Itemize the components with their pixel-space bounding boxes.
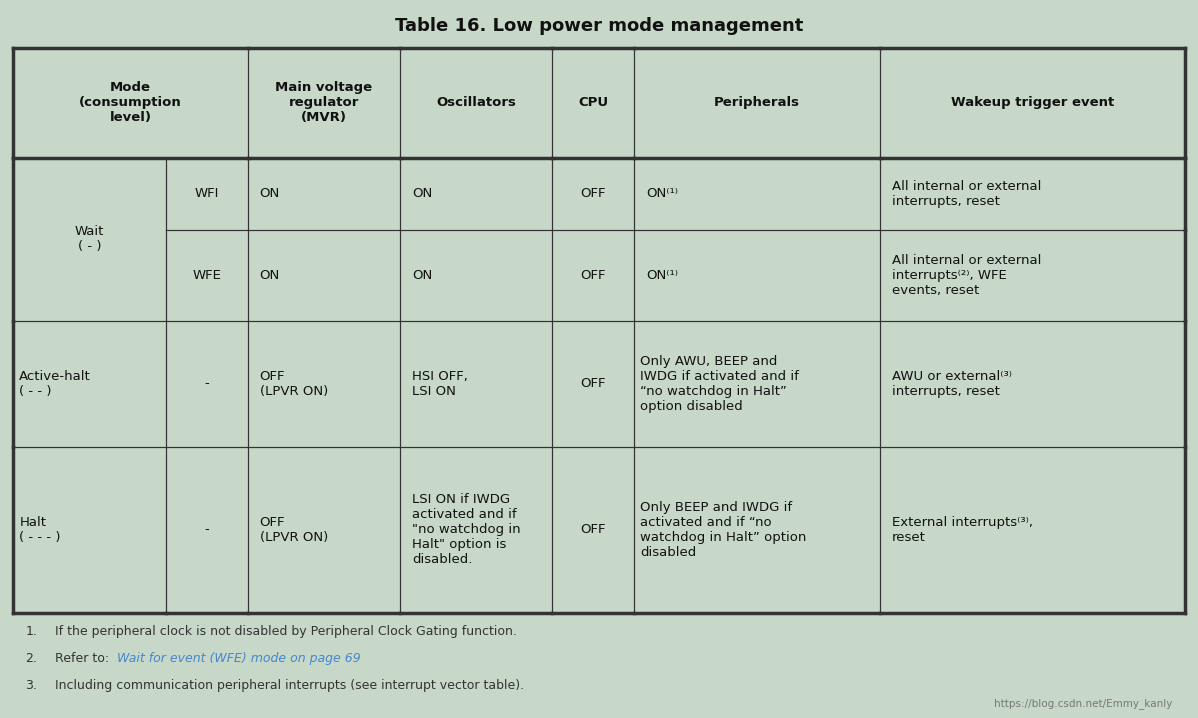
Text: 3.: 3.: [25, 679, 37, 692]
Text: Only AWU, BEEP and
IWDG if activated and if
“no watchdog in Halt”
option disable: Only AWU, BEEP and IWDG if activated and…: [640, 355, 799, 413]
Text: Wakeup trigger event: Wakeup trigger event: [951, 96, 1114, 109]
Bar: [165, 158, 248, 230]
Text: 1.: 1.: [25, 625, 37, 638]
Text: 2.: 2.: [25, 652, 37, 666]
Text: All internal or external
interrupts, reset: All internal or external interrupts, res…: [893, 180, 1041, 208]
Text: All internal or external
interrupts⁽²⁾, WFE
events, reset: All internal or external interrupts⁽²⁾, …: [893, 254, 1041, 297]
Bar: [13, 321, 165, 447]
Text: OFF
(LPVR ON): OFF (LPVR ON): [260, 516, 328, 544]
Text: ON: ON: [412, 269, 432, 282]
Text: Wait for event (WFE) mode on page 69: Wait for event (WFE) mode on page 69: [117, 652, 361, 666]
Text: OFF: OFF: [580, 523, 606, 536]
Text: Main voltage
regulator
(MVR): Main voltage regulator (MVR): [276, 81, 373, 124]
Text: OFF
(LPVR ON): OFF (LPVR ON): [260, 370, 328, 398]
Bar: [552, 321, 634, 447]
Bar: [248, 321, 400, 447]
Text: AWU or external⁽³⁾
interrupts, reset: AWU or external⁽³⁾ interrupts, reset: [893, 370, 1012, 398]
Bar: [634, 230, 881, 321]
Text: Mode
(consumption
level): Mode (consumption level): [79, 81, 182, 124]
Bar: [634, 48, 881, 158]
Text: WFE: WFE: [192, 269, 222, 282]
Bar: [13, 158, 165, 321]
Text: WFI: WFI: [194, 187, 219, 200]
Bar: [881, 447, 1185, 613]
Text: OFF: OFF: [580, 187, 606, 200]
Text: ON: ON: [260, 187, 280, 200]
Bar: [400, 158, 552, 230]
Bar: [400, 48, 552, 158]
Text: Oscillators: Oscillators: [436, 96, 516, 109]
Bar: [165, 230, 248, 321]
Bar: [881, 48, 1185, 158]
Text: HSI OFF,
LSI ON: HSI OFF, LSI ON: [412, 370, 467, 398]
Bar: [13, 447, 165, 613]
Text: ON: ON: [412, 187, 432, 200]
Bar: [552, 48, 634, 158]
Text: Table 16. Low power mode management: Table 16. Low power mode management: [395, 17, 803, 35]
Bar: [552, 447, 634, 613]
Text: ON⁽¹⁾: ON⁽¹⁾: [646, 187, 678, 200]
Text: Only BEEP and IWDG if
activated and if “no
watchdog in Halt” option
disabled: Only BEEP and IWDG if activated and if “…: [640, 500, 806, 559]
Bar: [165, 321, 248, 447]
Bar: [634, 158, 881, 230]
Bar: [634, 447, 881, 613]
Text: Wait
( - ): Wait ( - ): [74, 225, 104, 253]
Bar: [634, 321, 881, 447]
Text: ON: ON: [260, 269, 280, 282]
Bar: [881, 158, 1185, 230]
Text: LSI ON if IWDG
activated and if
"no watchdog in
Halt" option is
disabled.: LSI ON if IWDG activated and if "no watc…: [412, 493, 520, 567]
Text: Refer to:: Refer to:: [55, 652, 114, 666]
Bar: [400, 230, 552, 321]
Bar: [552, 158, 634, 230]
Bar: [400, 447, 552, 613]
Text: External interrupts⁽³⁾,
reset: External interrupts⁽³⁾, reset: [893, 516, 1033, 544]
Bar: [248, 158, 400, 230]
Text: https://blog.csdn.net/Emmy_kanly: https://blog.csdn.net/Emmy_kanly: [994, 699, 1173, 709]
Text: Halt
( - - - ): Halt ( - - - ): [19, 516, 61, 544]
Bar: [165, 447, 248, 613]
Text: ON⁽¹⁾: ON⁽¹⁾: [646, 269, 678, 282]
Text: -: -: [204, 377, 208, 391]
Bar: [881, 321, 1185, 447]
Text: Peripherals: Peripherals: [714, 96, 800, 109]
Text: If the peripheral clock is not disabled by Peripheral Clock Gating function.: If the peripheral clock is not disabled …: [55, 625, 518, 638]
Text: CPU: CPU: [579, 96, 609, 109]
Bar: [13, 48, 248, 158]
Text: Including communication peripheral interrupts (see interrupt vector table).: Including communication peripheral inter…: [55, 679, 525, 692]
Bar: [400, 321, 552, 447]
Text: OFF: OFF: [580, 269, 606, 282]
Bar: [248, 48, 400, 158]
Text: OFF: OFF: [580, 377, 606, 391]
Bar: [248, 230, 400, 321]
Bar: [552, 230, 634, 321]
Bar: [881, 230, 1185, 321]
Bar: [248, 447, 400, 613]
Text: -: -: [204, 523, 208, 536]
Text: Active-halt
( - - ): Active-halt ( - - ): [19, 370, 91, 398]
